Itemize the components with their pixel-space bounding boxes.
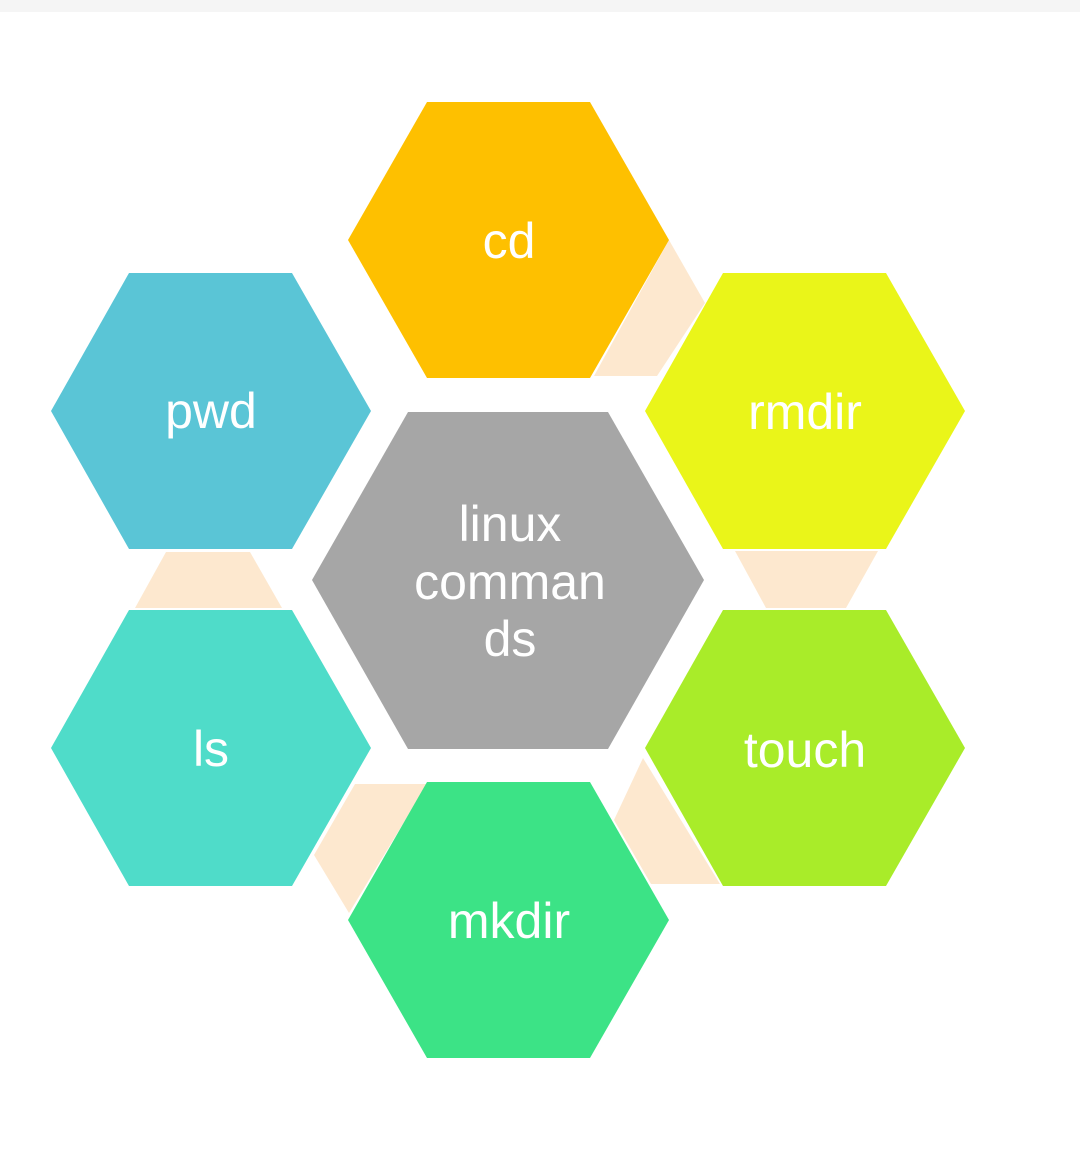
hexagon-cd-shape: [348, 102, 669, 378]
hexagon-mkdir: mkdir: [348, 782, 669, 1058]
hexagon-pwd-shape: [51, 273, 371, 549]
center-label-line-2: comman: [414, 554, 606, 610]
hexagon-pwd: pwd: [51, 273, 371, 549]
hexagon-ls-label: ls: [193, 721, 229, 777]
hexagon-cd-label: cd: [483, 213, 536, 269]
hexagon-ls-shape: [51, 610, 371, 886]
hexagon-ls: ls: [51, 610, 371, 886]
hexagon-touch-label: touch: [744, 722, 866, 778]
hexagon-cd: cd: [348, 102, 669, 378]
connector-touch-mkdir: [614, 758, 720, 884]
hexagon-touch: touch: [645, 610, 965, 886]
center-label-line-1: linux: [459, 496, 562, 552]
center-label-line-3: ds: [484, 611, 537, 667]
connector-mkdir-ls: [314, 784, 427, 913]
center-hexagon: linux comman ds: [312, 412, 704, 749]
top-strip: [0, 0, 1080, 12]
hexagon-mkdir-label: mkdir: [448, 893, 570, 949]
connectors: [135, 240, 878, 913]
center-hexagon-shape: [312, 412, 704, 749]
connector-ls-pwd: [135, 552, 282, 608]
hexagon-rmdir: rmdir: [645, 273, 965, 549]
hexagon-pwd-label: pwd: [165, 383, 257, 439]
hexagon-rmdir-label: rmdir: [748, 384, 862, 440]
hexagon-mkdir-shape: [348, 782, 669, 1058]
hexagon-rmdir-shape: [645, 273, 965, 549]
hexagon-touch-shape: [645, 610, 965, 886]
connector-rmdir-touch: [735, 551, 878, 608]
connector-cd-rmdir: [594, 240, 705, 376]
